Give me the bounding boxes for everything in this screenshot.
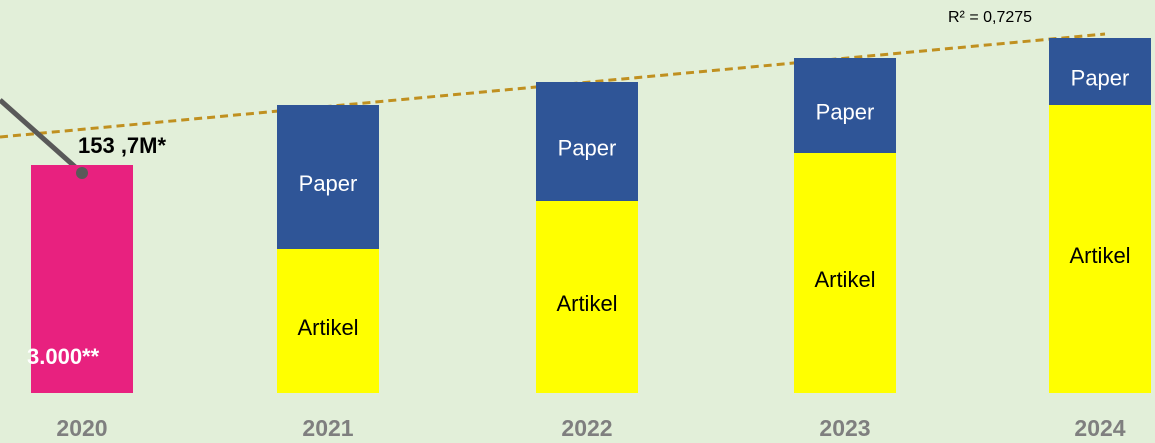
x-tick-label: 2022 bbox=[561, 415, 612, 441]
x-tick-label: 2023 bbox=[819, 415, 870, 441]
segment-label: Artikel bbox=[297, 315, 358, 340]
leader-dot bbox=[76, 167, 88, 179]
bar-segment bbox=[31, 165, 133, 393]
bar-segment bbox=[1049, 38, 1151, 105]
bar-segment bbox=[277, 105, 379, 249]
segment-label: Artikel bbox=[814, 267, 875, 292]
leader-line bbox=[0, 98, 84, 175]
bar-segment bbox=[794, 153, 896, 393]
bar-segment bbox=[794, 58, 896, 153]
segment-label: Paper bbox=[1071, 65, 1130, 90]
segment-label: Paper bbox=[816, 99, 875, 124]
bar-segment bbox=[536, 201, 638, 393]
x-tick-label: 2020 bbox=[56, 415, 107, 441]
segment-label: Paper bbox=[299, 171, 358, 196]
r-squared: R² = 0,7275 bbox=[948, 9, 1032, 26]
segment-label: Paper bbox=[558, 135, 617, 160]
annotation: 153 ,7M* bbox=[78, 133, 166, 158]
trend-line bbox=[0, 32, 1106, 139]
x-tick-label: 2021 bbox=[302, 415, 353, 441]
x-tick-label: 2024 bbox=[1074, 415, 1125, 441]
segment-label: Artikel bbox=[1069, 243, 1130, 268]
annotation: 3.000** bbox=[27, 344, 100, 369]
bar-segment bbox=[536, 82, 638, 201]
bar-segment bbox=[1049, 105, 1151, 393]
segment-label: Artikel bbox=[556, 291, 617, 316]
bar-segment bbox=[277, 249, 379, 393]
